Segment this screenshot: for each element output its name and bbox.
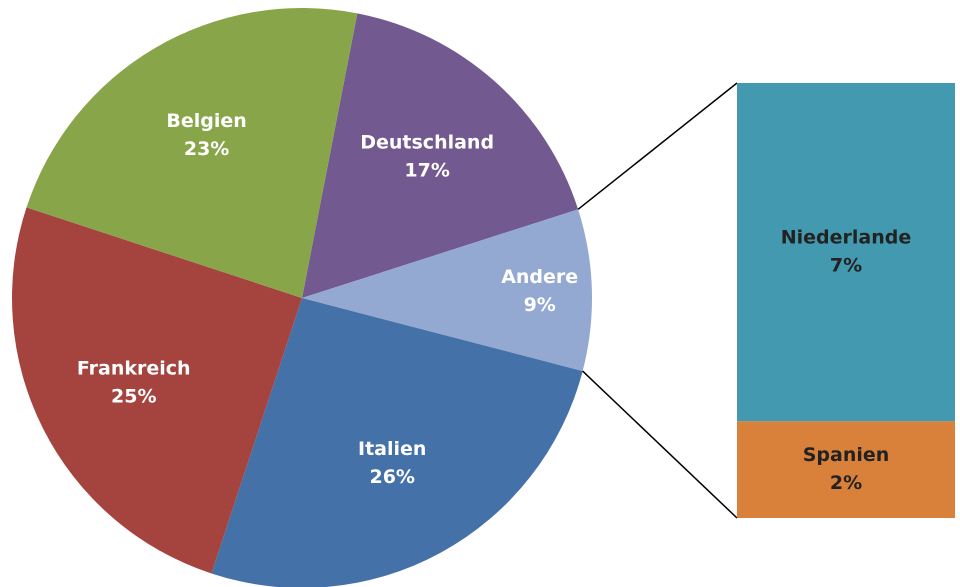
slice-label: Belgien	[166, 110, 246, 132]
pie-slice	[11, 207, 303, 574]
breakout-bar	[737, 421, 955, 518]
breakout-label: Spanien	[803, 444, 890, 466]
slice-label: Italien	[358, 438, 426, 460]
slice-value-label: 9%	[524, 294, 556, 316]
breakout-bar	[737, 83, 955, 422]
slice-value-label: 26%	[369, 466, 414, 488]
pie-slice	[302, 13, 579, 298]
pie-slice	[211, 298, 583, 587]
slice-label: Deutschland	[360, 132, 494, 154]
breakout-value-label: 2%	[830, 472, 862, 494]
slice-label: Andere	[501, 266, 578, 288]
breakout-value-label: 7%	[830, 255, 862, 277]
connector-line	[582, 370, 738, 519]
pie-slice	[302, 209, 593, 372]
connector-line	[577, 82, 738, 210]
slice-label: Frankreich	[77, 357, 191, 379]
slice-value-label: 25%	[111, 385, 156, 407]
slice-value-label: 23%	[184, 138, 229, 160]
breakout-label: Niederlande	[781, 227, 912, 249]
slice-value-label: 17%	[404, 160, 449, 182]
pie-slice	[26, 8, 358, 299]
